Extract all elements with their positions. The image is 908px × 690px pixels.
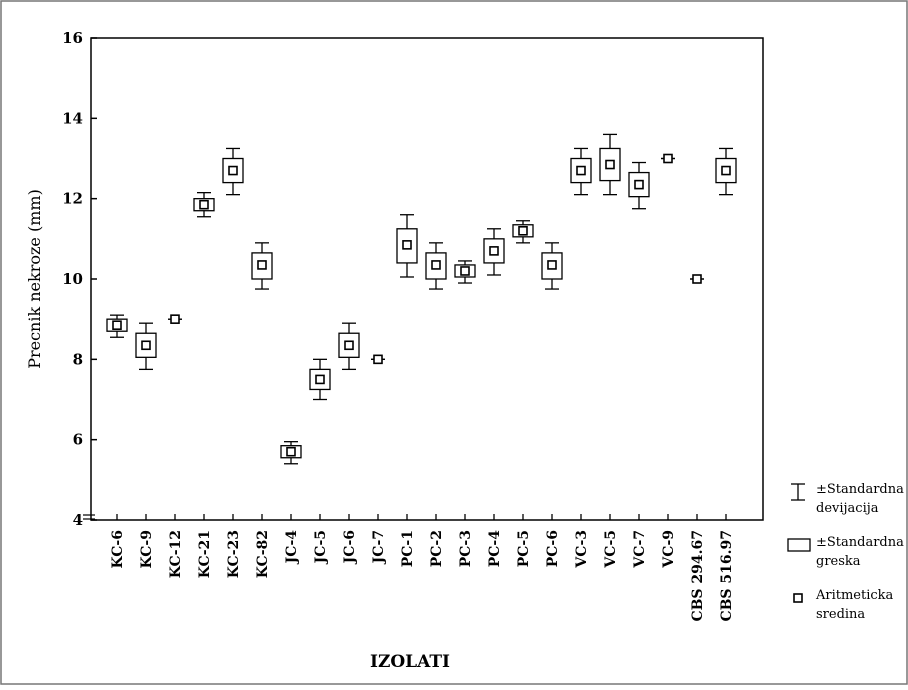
y-tick-label: 6	[73, 431, 83, 449]
x-tick-label: VC-3	[574, 530, 590, 569]
box-pc-2	[425, 242, 447, 290]
mean-marker	[141, 340, 151, 351]
x-tick-label: VC-9	[661, 530, 677, 569]
box-series	[106, 133, 737, 465]
box-kc-6	[106, 314, 128, 338]
legend-box-icon	[787, 538, 811, 552]
mean-marker	[460, 266, 470, 276]
box-pc-4	[483, 228, 505, 276]
box-vc-9	[661, 153, 675, 164]
x-tick-label: JC-4	[284, 530, 300, 566]
mean-marker	[605, 159, 615, 170]
box-vc-3	[570, 147, 592, 196]
box-kc-23	[222, 147, 244, 196]
legend-label: ±Standardna	[816, 535, 904, 550]
legend-label: Aritmeticka	[815, 588, 894, 603]
legend-label: devijacija	[816, 501, 879, 516]
mean-marker	[286, 446, 296, 457]
x-tick-label: CBS 516.97	[719, 530, 735, 622]
mean-marker	[112, 320, 122, 330]
box-jc-6	[338, 322, 360, 371]
legend-mean-icon	[793, 593, 803, 603]
x-tick-label: KC-21	[197, 530, 213, 578]
y-axis: 4 6 8 10 12 14 16	[62, 29, 97, 529]
mean-marker	[228, 165, 238, 176]
box-cbs-516-97	[715, 147, 737, 196]
x-tick-label: PC-5	[516, 530, 532, 567]
mean-marker	[257, 260, 267, 270]
box-kc-21	[193, 191, 215, 218]
x-tick-label: KC-6	[110, 530, 126, 569]
x-tick-label: KC-12	[168, 530, 184, 578]
box-pc-1	[396, 214, 418, 278]
box-pc-6	[541, 242, 563, 290]
mean-marker	[489, 246, 499, 256]
x-tick-label: PC-2	[429, 530, 445, 567]
x-tick-label: PC-1	[400, 530, 416, 567]
y-axis-title: Precnik nekroze (mm)	[25, 189, 44, 369]
mean-marker	[373, 354, 383, 365]
mean-marker	[663, 153, 673, 164]
mean-marker	[315, 374, 325, 385]
mean-marker	[576, 165, 586, 176]
mean-marker	[518, 226, 528, 236]
mean-marker	[692, 274, 702, 284]
y-tick-label: 14	[62, 109, 83, 127]
x-tick-label: VC-5	[603, 530, 619, 569]
box-jc-5	[309, 358, 331, 401]
y-tick-label: 16	[62, 29, 83, 47]
x-axis-title: IZOLATI	[370, 652, 450, 672]
x-tick-label: JC-6	[342, 530, 358, 565]
mean-marker	[170, 314, 180, 324]
legend-label: greska	[816, 554, 861, 569]
y-tick-label: 10	[62, 270, 83, 288]
y-tick-label: 4	[73, 511, 83, 529]
legend: ±Standardna devijacija ±Standardna greska Ar…	[787, 482, 904, 622]
mean-marker	[199, 199, 209, 210]
box-jc-7	[371, 354, 385, 365]
mean-marker	[547, 260, 557, 270]
x-tick-label: KC-9	[139, 530, 155, 569]
mean-marker	[344, 340, 354, 351]
box-cbs-294-67	[690, 274, 704, 284]
x-tick-label: VC-7	[632, 530, 648, 569]
x-tick-label: PC-6	[545, 530, 561, 567]
legend-label: sredina	[816, 607, 865, 622]
box-kc-9	[135, 322, 157, 371]
mean-marker	[634, 179, 644, 190]
box-jc-4	[280, 441, 302, 465]
y-tick-label: 12	[62, 190, 83, 208]
x-tick-label: PC-4	[487, 530, 503, 567]
mean-marker	[721, 165, 731, 176]
mean-marker	[431, 260, 441, 270]
box-kc-82	[251, 242, 273, 290]
x-tick-label: KC-23	[226, 530, 242, 578]
box-vc-7	[628, 161, 650, 210]
x-tick-label: JC-5	[313, 530, 329, 565]
x-tick-label: PC-3	[458, 530, 474, 567]
x-tick-label: KC-82	[255, 530, 271, 578]
legend-label: ±Standardna	[816, 482, 904, 497]
mean-marker	[402, 240, 412, 250]
y-tick-label: 8	[73, 350, 83, 368]
box-kc-12	[168, 314, 182, 324]
box-pc-3	[454, 260, 476, 284]
box-vc-5	[599, 133, 621, 196]
x-tick-label: CBS 294.67	[690, 530, 706, 622]
box-pc-5	[512, 220, 534, 244]
x-axis: KC-6 KC-9 KC-12 KC-21 KC-23 KC-82 JC-4 JC-5 JC-6…	[110, 514, 735, 622]
x-tick-label: JC-7	[371, 530, 387, 565]
